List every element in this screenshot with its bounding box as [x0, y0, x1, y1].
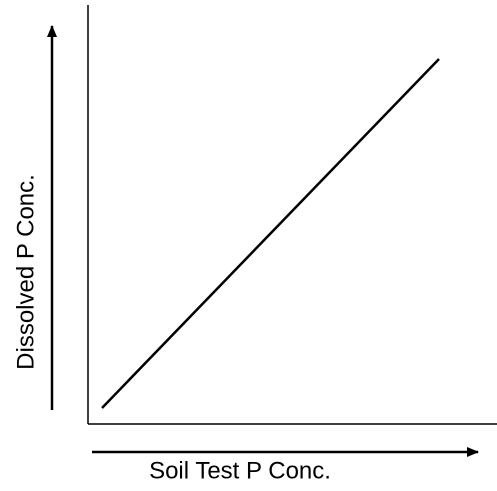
- trend-line: [101, 58, 440, 409]
- y-axis-label: Dissolved P Conc.: [12, 174, 39, 370]
- x-axis-label: Soil Test P Conc.: [149, 457, 331, 484]
